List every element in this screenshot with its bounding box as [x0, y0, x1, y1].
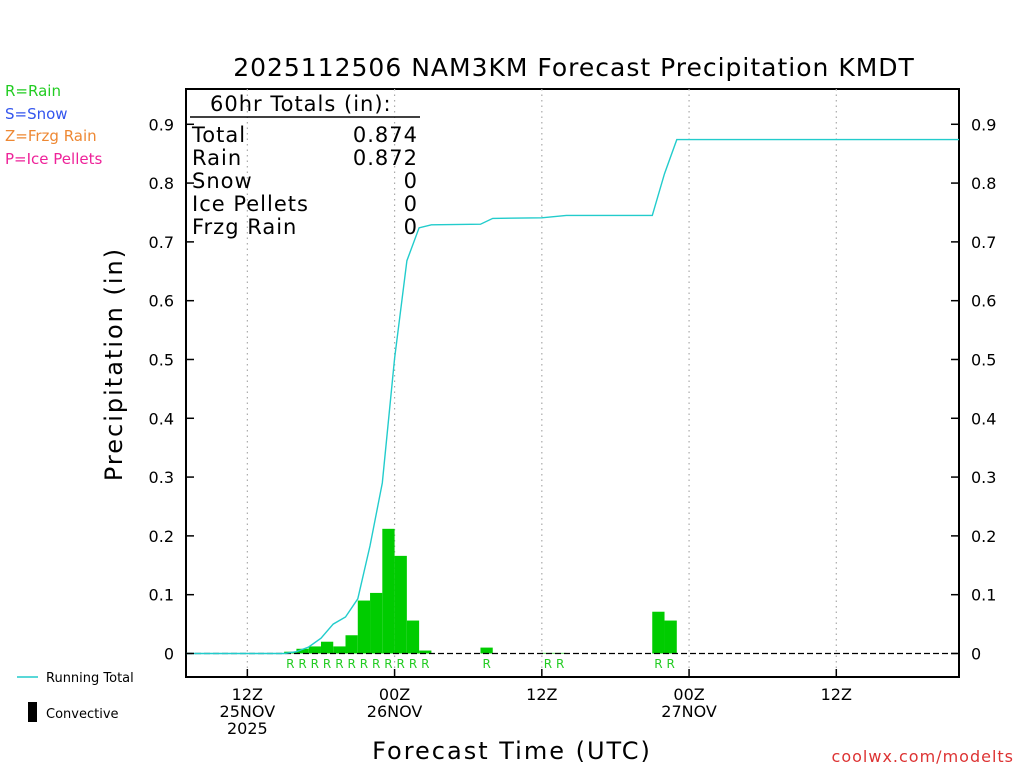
ptype-marker: R — [298, 657, 306, 671]
ptype-marker: R — [397, 657, 405, 671]
watermark: coolwx.com/modelts — [832, 747, 1014, 766]
y-tick-label-left: 0.8 — [149, 174, 174, 193]
x-tick-label: 27NOV — [661, 702, 717, 721]
ptype-legend: R=Rain S=Snow Z=Frzg Rain P=Ice Pellets — [5, 82, 102, 168]
x-tick-label: 12Z — [821, 685, 852, 704]
precip-bar — [345, 635, 358, 654]
y-tick-label-right: 0.3 — [971, 468, 996, 487]
y-tick-label-right: 0.5 — [971, 350, 996, 369]
ptype-marker: R — [335, 657, 343, 671]
y-tick-label-right: 0 — [971, 644, 981, 663]
y-tick-label-left: 0 — [164, 644, 174, 663]
plot-frame — [185, 88, 960, 678]
totals-row-value: 0 — [404, 192, 418, 216]
ptype-marker: R — [311, 657, 319, 671]
totals-header: 60hr Totals (in): — [210, 92, 392, 116]
ptype-marker: R — [556, 657, 564, 671]
ptype-marker: R — [347, 657, 355, 671]
x-tick-label: 2025 — [227, 719, 268, 738]
totals-row-label: Total — [191, 123, 246, 147]
legend-ice-pellets: P=Ice Pellets — [5, 150, 102, 168]
precip-bar — [296, 648, 309, 654]
ptype-marker: R — [372, 657, 380, 671]
ptype-marker: R — [544, 657, 552, 671]
ptype-marker: R — [286, 657, 294, 671]
totals-row-value: 0.872 — [353, 146, 418, 170]
x-tick-label: 00Z — [379, 685, 410, 704]
totals-row-value: 0 — [404, 169, 418, 193]
y-tick-label-right: 0.1 — [971, 586, 996, 605]
y-tick-label-left: 0.5 — [149, 350, 174, 369]
y-tick-label-right: 0.2 — [971, 527, 996, 546]
y-axis-ticks: 0 00.1 0.10.2 0.20.3 0.30.4 0.40.5 0.50.6 0.60.… — [149, 115, 997, 663]
y-tick-label-left: 0.4 — [149, 409, 174, 428]
ptype-marker: R — [409, 657, 417, 671]
ptype-marker: R — [421, 657, 429, 671]
y-tick-label-left: 0.6 — [149, 292, 174, 311]
x-axis-label: Forecast Time (UTC) — [372, 737, 652, 765]
precip-bar — [382, 528, 395, 654]
totals-row-label: Snow — [192, 169, 253, 193]
y-tick-label-right: 0.9 — [971, 115, 996, 134]
convective-label: Convective — [46, 707, 119, 722]
totals-box: 60hr Totals (in): Total 0.874 Rain 0.872 Sno… — [190, 92, 420, 239]
x-tick-label: 12Z — [526, 685, 557, 704]
precip-bar — [370, 592, 383, 654]
ptype-marker: R — [360, 657, 368, 671]
precip-bar — [419, 650, 432, 654]
precip-bar — [406, 620, 420, 654]
x-tick-label: 12Z — [232, 685, 263, 704]
ptype-marker: R — [323, 657, 331, 671]
running-total-label: Running Total — [46, 671, 134, 686]
ptype-marker: R — [482, 657, 490, 671]
x-tick-label: 25NOV — [220, 702, 276, 721]
precip-bar — [480, 647, 493, 654]
precip-bar — [652, 611, 665, 654]
y-axis-label: Precipitation (in) — [100, 247, 128, 481]
totals-row-label: Rain — [192, 146, 242, 170]
x-tick-label: 26NOV — [367, 702, 423, 721]
totals-row-label: Frzg Rain — [192, 215, 297, 239]
ptype-marker: R — [666, 657, 674, 671]
legend-frzg-rain: Z=Frzg Rain — [5, 127, 97, 145]
grid-lines — [246, 89, 837, 677]
y-tick-label-right: 0.4 — [971, 409, 996, 428]
y-tick-label-right: 0.6 — [971, 292, 996, 311]
chart-title: 2025112506 NAM3KM Forecast Precipitation… — [233, 53, 915, 82]
convective-swatch — [28, 702, 37, 722]
legend-snow: S=Snow — [5, 105, 68, 123]
precip-bars — [284, 528, 677, 654]
x-tick-label: 00Z — [673, 685, 704, 704]
ptype-marker: R — [654, 657, 662, 671]
y-tick-label-left: 0.7 — [149, 233, 174, 252]
running-total-polyline — [186, 138, 959, 655]
y-tick-label-right: 0.8 — [971, 174, 996, 193]
running-total-line — [186, 138, 959, 655]
y-tick-label-left: 0.3 — [149, 468, 174, 487]
precip-bar — [308, 646, 321, 654]
legend-rain: R=Rain — [5, 82, 61, 100]
y-tick-label-left: 0.9 — [149, 115, 174, 134]
ptype-marker: R — [384, 657, 392, 671]
totals-row-label: Ice Pellets — [192, 192, 309, 216]
totals-row-value: 0.874 — [353, 123, 418, 147]
bottom-legend: Running Total Convective — [17, 671, 134, 722]
precip-bar — [320, 641, 334, 654]
y-tick-label-left: 0.1 — [149, 586, 174, 605]
precip-bar — [333, 646, 346, 654]
y-tick-label-left: 0.2 — [149, 527, 174, 546]
precip-bar — [664, 620, 677, 654]
precip-bar — [394, 555, 407, 654]
y-tick-label-right: 0.7 — [971, 233, 996, 252]
totals-row-value: 0 — [404, 215, 418, 239]
precip-bar — [357, 600, 371, 654]
